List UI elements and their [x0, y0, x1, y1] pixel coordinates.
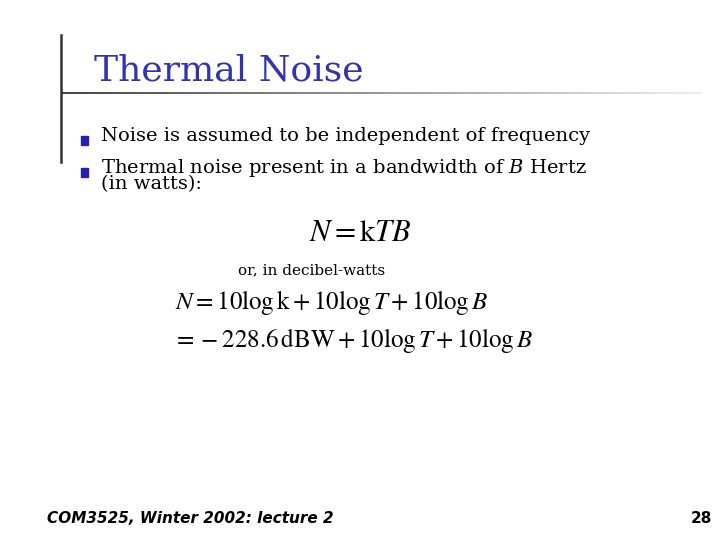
Text: Thermal Noise: Thermal Noise: [94, 53, 363, 87]
Text: or, in decibel-watts: or, in decibel-watts: [238, 263, 384, 277]
Text: $= -228.6\,\mathrm{dBW} + 10\log T + 10\log B$: $= -228.6\,\mathrm{dBW} + 10\log T + 10\…: [173, 326, 533, 355]
Text: Thermal noise present in a bandwidth of $B$ Hertz: Thermal noise present in a bandwidth of …: [101, 157, 587, 179]
Text: (in watts):: (in watts):: [101, 174, 202, 193]
Text: 28: 28: [691, 511, 713, 526]
Text: Noise is assumed to be independent of frequency: Noise is assumed to be independent of fr…: [101, 126, 590, 145]
Text: COM3525, Winter 2002: lecture 2: COM3525, Winter 2002: lecture 2: [47, 511, 333, 526]
Text: $N = 10\log\mathrm{k} + 10\log T + 10\log B$: $N = 10\log\mathrm{k} + 10\log T + 10\lo…: [175, 288, 487, 317]
Text: $N = \mathrm{k}TB$: $N = \mathrm{k}TB$: [309, 218, 411, 247]
